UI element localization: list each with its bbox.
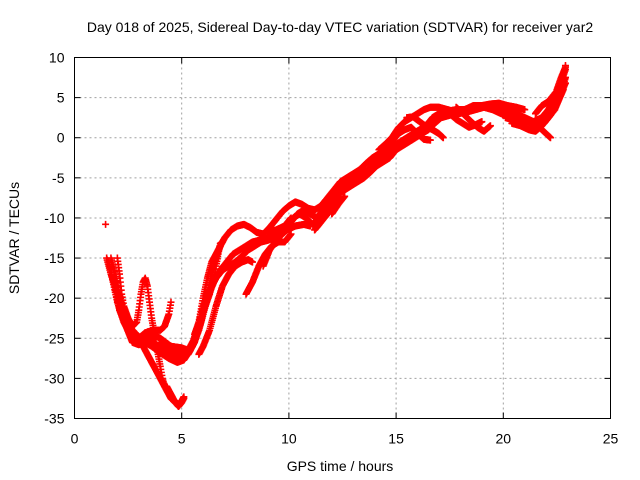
y-tick-label: -25 <box>44 330 64 346</box>
data-point <box>306 222 314 230</box>
x-tick-label: 5 <box>178 431 186 447</box>
x-tick-label: 20 <box>496 431 512 447</box>
data-point <box>248 258 256 266</box>
x-tick-label: 15 <box>388 431 404 447</box>
y-tick-label: 5 <box>57 90 65 106</box>
y-tick-label: -20 <box>44 290 64 306</box>
y-tick-label: -5 <box>52 170 65 186</box>
x-axis-title: GPS time / hours <box>287 458 394 474</box>
y-axis-title: SDTVAR / TECUs <box>6 182 22 294</box>
y-tick-label: 10 <box>49 50 65 66</box>
grid-layer <box>74 57 611 419</box>
x-tick-label: 0 <box>71 431 79 447</box>
x-tick-label: 25 <box>603 431 619 447</box>
data-point <box>287 214 295 222</box>
y-tick-label: 0 <box>57 130 65 146</box>
x-tick-label: 10 <box>281 431 297 447</box>
y-tick-label: -10 <box>44 210 64 226</box>
y-tick-label: -30 <box>44 370 64 386</box>
data-point <box>216 242 224 250</box>
data-point <box>167 298 175 306</box>
data-point <box>102 220 110 228</box>
data-point <box>180 393 188 401</box>
chart-title: Day 018 of 2025, Sidereal Day-to-day VTE… <box>87 19 593 35</box>
data-point <box>426 136 434 144</box>
data-point <box>218 238 226 246</box>
data-layer <box>102 62 569 410</box>
y-tick-label: -15 <box>44 250 64 266</box>
y-tick-label: -35 <box>44 411 64 427</box>
